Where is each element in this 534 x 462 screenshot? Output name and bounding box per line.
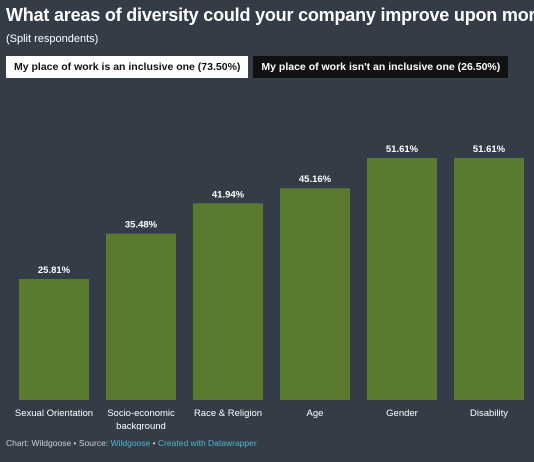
bar: [280, 188, 350, 400]
category-label: Race & Religion: [194, 408, 262, 419]
value-label: 35.48%: [125, 220, 158, 231]
bar-chart: 25.81% Sexual Orientation 35.48% Socio-econ…: [15, 144, 524, 430]
footer-separator: •: [150, 438, 158, 448]
value-label: 45.16%: [299, 174, 332, 185]
value-label: 25.81%: [38, 265, 71, 276]
category-label: Socio-economic: [107, 408, 175, 419]
bar: [106, 233, 176, 400]
category-label: Sexual Orientation: [15, 408, 93, 419]
tab-inclusive[interactable]: My place of work is an inclusive one (73…: [6, 56, 249, 78]
datawrapper-link[interactable]: Created with Datawrapper: [157, 438, 257, 448]
chart-title: What areas of diversity could your compa…: [6, 5, 534, 25]
chart-subtitle: (Split respondents): [6, 33, 99, 45]
bar: [193, 203, 263, 400]
source-link[interactable]: Wildgoose: [110, 438, 151, 448]
bar: [367, 158, 437, 400]
value-label: 41.94%: [212, 189, 245, 200]
respondent-toggle: My place of work is an inclusive one (73…: [6, 56, 509, 78]
category-label: Gender: [386, 408, 418, 419]
bar: [454, 158, 524, 400]
chart-footer: Chart: Wildgoose • Source: Wildgoose • C…: [6, 438, 257, 448]
footer-prefix: Chart: Wildgoose • Source:: [6, 438, 111, 448]
category-label: background: [116, 421, 166, 430]
bar: [19, 278, 89, 400]
tab-not-inclusive[interactable]: My place of work isn't an inclusive one …: [253, 56, 509, 78]
value-label: 51.61%: [473, 144, 506, 155]
value-label: 51.61%: [386, 144, 419, 155]
category-label: Age: [307, 408, 324, 419]
category-label: Disability: [470, 408, 508, 419]
